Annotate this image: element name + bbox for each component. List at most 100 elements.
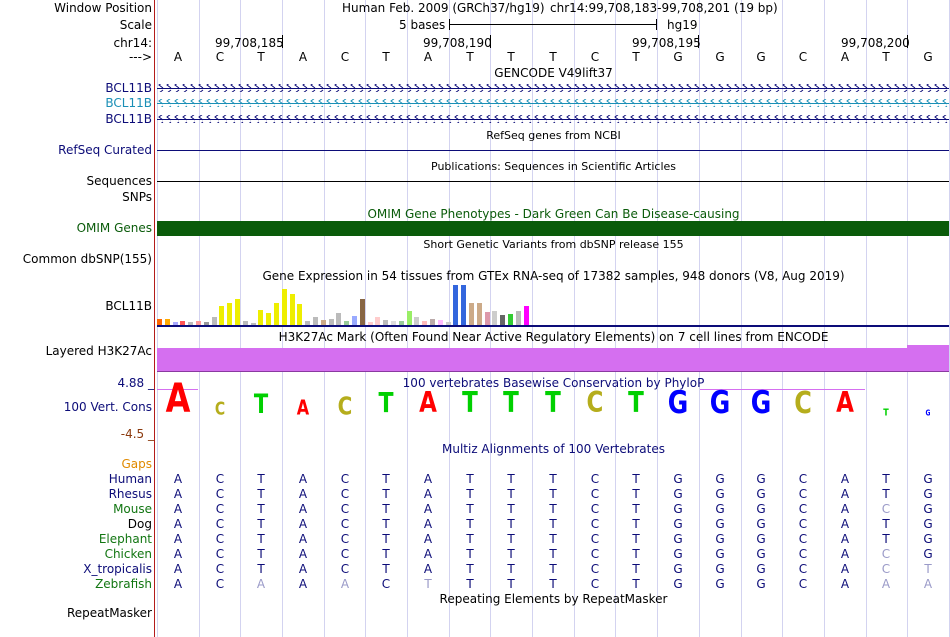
dbsnp-label[interactable]: Common dbSNP(155)	[22, 252, 152, 266]
gtex-tissue-bar[interactable]	[164, 319, 170, 325]
multiz-base: C	[340, 502, 350, 516]
gtex-tissue-bar[interactable]	[180, 321, 186, 325]
gtex-tissue-bar[interactable]	[281, 289, 287, 325]
gtex-tissue-bar[interactable]	[383, 320, 389, 325]
cons-base-letter: A	[419, 386, 437, 420]
cons-line-left	[157, 389, 198, 390]
publications-title[interactable]: Publications: Sequences in Scientific Ar…	[431, 160, 676, 173]
multiz-base: C	[340, 517, 350, 531]
gtex-tissue-bar[interactable]	[430, 319, 435, 325]
grid-line	[615, 0, 616, 637]
multiz-species-label[interactable]: Human	[108, 472, 152, 486]
gtex-tissue-bar[interactable]	[461, 285, 467, 325]
multiz-base: T	[632, 547, 640, 561]
gtex-tissue-bar[interactable]	[196, 321, 201, 325]
refseq-title[interactable]: RefSeq genes from NCBI	[486, 129, 621, 142]
ruler-tick-2	[490, 35, 491, 48]
gtex-tissue-bar[interactable]	[211, 317, 217, 325]
gtex-tissue-bar[interactable]	[437, 320, 443, 325]
omim-label[interactable]: OMIM Genes	[76, 221, 152, 235]
gtex-tissue-bar[interactable]	[508, 314, 513, 325]
multiz-species-label[interactable]: Zebrafish	[95, 577, 152, 591]
gtex-tissue-bar[interactable]	[523, 306, 529, 325]
gtex-title[interactable]: Gene Expression in 54 tissues from GTEx …	[262, 269, 845, 283]
gtex-tissue-bar[interactable]	[352, 316, 357, 325]
gtex-tissue-bar[interactable]	[172, 322, 178, 325]
gtex-tissue-bar[interactable]	[305, 321, 311, 325]
h3k27ac-title[interactable]: H3K27Ac Mark (Often Found Near Active Re…	[278, 330, 829, 344]
gtex-tissue-bar[interactable]	[422, 321, 428, 325]
multiz-base: C	[798, 532, 808, 546]
gtex-tissue-bar[interactable]	[375, 317, 381, 325]
gtex-tissue-bar[interactable]	[367, 322, 373, 325]
multiz-base: T	[924, 562, 932, 576]
multiz-base: A	[298, 547, 308, 561]
gtex-tissue-bar[interactable]	[391, 321, 396, 325]
gtex-tissue-bar[interactable]	[266, 313, 272, 325]
repeatmasker-title[interactable]: Repeating Elements by RepeatMasker	[439, 592, 668, 606]
gtex-tissue-bar[interactable]	[274, 303, 279, 325]
refseq-gene-line[interactable]	[157, 150, 949, 151]
gtex-tissue-bar[interactable]	[515, 311, 521, 325]
gtex-tissue-bar[interactable]	[359, 299, 365, 325]
gtex-tissue-bar[interactable]	[242, 321, 248, 325]
gtex-tissue-bar[interactable]	[476, 303, 482, 325]
gtex-tissue-bar[interactable]	[258, 310, 264, 325]
gtex-tissue-bar[interactable]	[203, 322, 209, 325]
gtex-tissue-bar[interactable]	[492, 311, 498, 325]
gtex-tissue-bar[interactable]	[484, 312, 490, 325]
gencode-gene-arrows[interactable]	[157, 81, 949, 127]
gtex-tissue-bar[interactable]	[188, 322, 194, 325]
multiz-species-label[interactable]: Mouse	[113, 502, 152, 516]
gtex-tissue-bar[interactable]	[469, 303, 474, 325]
gtex-tissue-bar[interactable]	[157, 319, 162, 325]
multiz-base: G	[673, 472, 683, 486]
sequences-label[interactable]: Sequences	[86, 174, 152, 188]
gtex-tissue-bar[interactable]	[453, 285, 459, 325]
gtex-tissue-bar[interactable]	[289, 294, 295, 325]
h3k27ac-signal-peak[interactable]	[907, 345, 949, 371]
multiz-species-label[interactable]: Dog	[127, 517, 152, 531]
gtex-tissue-bar[interactable]	[250, 323, 256, 325]
cons-title[interactable]: 100 vertebrates Basewise Conservation by…	[402, 376, 705, 390]
gtex-tissue-bar[interactable]	[235, 299, 240, 325]
dbsnp-title[interactable]: Short Genetic Variants from dbSNP releas…	[423, 238, 684, 251]
multiz-species-label[interactable]: Elephant	[98, 532, 152, 546]
repeatmasker-label[interactable]: RepeatMasker	[66, 606, 152, 620]
h3k27ac-signal[interactable]	[157, 348, 907, 371]
multiz-species-label[interactable]: Rhesus	[108, 487, 152, 501]
gtex-tissue-bar[interactable]	[297, 304, 303, 325]
h3k27ac-label[interactable]: Layered H3K27Ac	[45, 344, 152, 358]
refseq-label[interactable]: RefSeq Curated	[58, 143, 152, 157]
assembly-text: Human Feb. 2009 (GRCh37/hg19)	[342, 1, 545, 15]
gtex-tissue-bar[interactable]	[445, 322, 451, 325]
gtex-tissue-bar[interactable]	[344, 321, 350, 325]
gtex-tissue-bar[interactable]	[313, 317, 318, 325]
gtex-tissue-bar[interactable]	[336, 313, 342, 325]
gencode-item-label-1[interactable]: BCL11B	[105, 81, 152, 95]
gtex-tissue-bar[interactable]	[398, 321, 404, 325]
cons-label[interactable]: 100 Vert. Cons	[63, 400, 152, 414]
gtex-tissue-bar[interactable]	[414, 317, 420, 325]
gencode-item-label-2[interactable]: BCL11B	[105, 96, 152, 110]
gtex-label[interactable]: BCL11B	[105, 299, 152, 313]
multiz-title[interactable]: Multiz Alignments of 100 Vertebrates	[441, 442, 666, 456]
multiz-base: A	[298, 502, 308, 516]
gtex-gene-line[interactable]	[157, 325, 949, 327]
gtex-tissue-bar[interactable]	[500, 315, 506, 325]
omim-title[interactable]: OMIM Gene Phenotypes - Dark Green Can Be…	[367, 207, 740, 221]
gencode-item-label-3[interactable]: BCL11B	[105, 112, 152, 126]
gencode-title[interactable]: GENCODE V49lift37	[494, 66, 613, 80]
multiz-species-label[interactable]: X_tropicalis	[83, 562, 152, 576]
gtex-tissue-bar[interactable]	[227, 303, 233, 325]
gtex-tissue-bar[interactable]	[406, 311, 412, 325]
omim-gene-bar[interactable]	[157, 221, 949, 236]
sequences-line[interactable]	[157, 181, 949, 182]
gtex-tissue-bar[interactable]	[328, 319, 334, 325]
gaps-label[interactable]: Gaps	[121, 457, 152, 471]
multiz-species-label[interactable]: Chicken	[104, 547, 152, 561]
gtex-tissue-bar[interactable]	[219, 306, 225, 325]
multiz-base: A	[298, 577, 308, 591]
snps-label[interactable]: SNPs	[122, 190, 152, 204]
gtex-tissue-bar[interactable]	[320, 320, 326, 325]
